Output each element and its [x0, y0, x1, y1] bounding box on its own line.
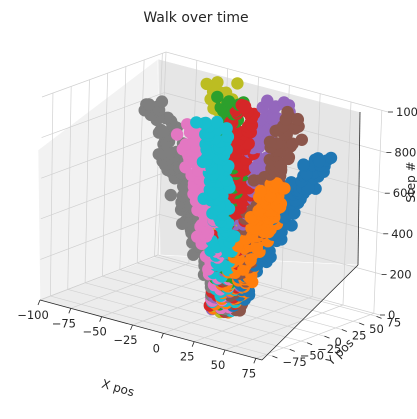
x-tick — [68, 308, 72, 314]
walk-point — [222, 95, 236, 108]
walk-point — [291, 112, 304, 126]
walk-point — [254, 184, 267, 198]
walk-point — [211, 90, 224, 104]
walk-point — [278, 182, 291, 195]
x-axis-label: X pos — [100, 377, 136, 400]
walk-point — [324, 151, 338, 165]
walk-point — [155, 95, 169, 108]
z-gridline — [40, 214, 382, 275]
walk-point — [170, 128, 184, 141]
y-tick — [272, 355, 278, 359]
walk-point — [297, 158, 310, 171]
walk-point — [142, 98, 156, 111]
y-tick — [289, 349, 295, 352]
y-tick-label: 25 — [352, 329, 367, 343]
x-tick — [160, 333, 164, 339]
x-tick — [253, 358, 257, 364]
y-tick-label: 75 — [387, 315, 402, 329]
y-tick — [324, 335, 330, 339]
x-tick-label: −25 — [113, 333, 137, 347]
x-tick-label: 25 — [180, 350, 195, 364]
x-tick — [130, 324, 133, 331]
chart-title: Walk over time — [143, 10, 248, 26]
data-points — [138, 76, 338, 319]
walk-point — [242, 137, 255, 150]
x-tick-label: 75 — [242, 366, 257, 380]
y-tick — [359, 322, 365, 326]
z-gridline — [41, 51, 389, 113]
x-tick — [99, 316, 103, 322]
x-tick-label: 0 — [153, 341, 160, 355]
y-tick-label: −75 — [282, 355, 306, 369]
x-tick-label: −100 — [17, 308, 49, 322]
z-gridline — [40, 173, 384, 235]
z-axis-label: Step # — [404, 161, 417, 202]
walk-point — [199, 116, 212, 130]
y-tick-label: 50 — [369, 322, 384, 336]
y-axis-line — [261, 264, 359, 361]
walk-point — [200, 77, 213, 91]
z-tick-label: 200 — [390, 267, 412, 281]
z-axis-line — [357, 111, 361, 266]
y-tick — [306, 342, 313, 346]
walk-point — [313, 155, 326, 168]
z-tick-label: 400 — [391, 227, 413, 241]
z-gridline — [41, 92, 387, 153]
walk-point — [281, 105, 294, 119]
x-tick-label: −75 — [52, 316, 76, 330]
y-tick-label: 0 — [334, 335, 341, 349]
x-tick — [37, 299, 41, 306]
y-tick — [341, 329, 347, 332]
walk-point — [157, 125, 170, 138]
walk-point — [191, 230, 204, 243]
x-tick-label: 50 — [211, 358, 226, 372]
z-tick-label: 600 — [393, 186, 415, 200]
x-tick-label: −50 — [83, 325, 107, 339]
walk-point — [231, 77, 244, 90]
walk-point — [211, 76, 224, 89]
walk-point — [295, 133, 308, 146]
z-tick-label: 800 — [394, 146, 416, 160]
x-tick — [222, 349, 226, 356]
x-tick — [191, 341, 195, 347]
walk-point — [190, 116, 203, 129]
y-tick-label: −25 — [317, 342, 341, 356]
walk-point — [261, 94, 274, 107]
z-gridline — [39, 254, 381, 316]
y-tick-label: −50 — [300, 348, 324, 362]
walk-point — [220, 122, 233, 135]
walk-point — [164, 188, 177, 202]
walk-point — [263, 135, 277, 148]
walk-point — [238, 101, 251, 114]
walk-point — [210, 115, 224, 129]
z-tick-label: 1000 — [396, 105, 417, 119]
y-tick — [376, 315, 382, 319]
z-tick-label: 0 — [388, 308, 395, 322]
